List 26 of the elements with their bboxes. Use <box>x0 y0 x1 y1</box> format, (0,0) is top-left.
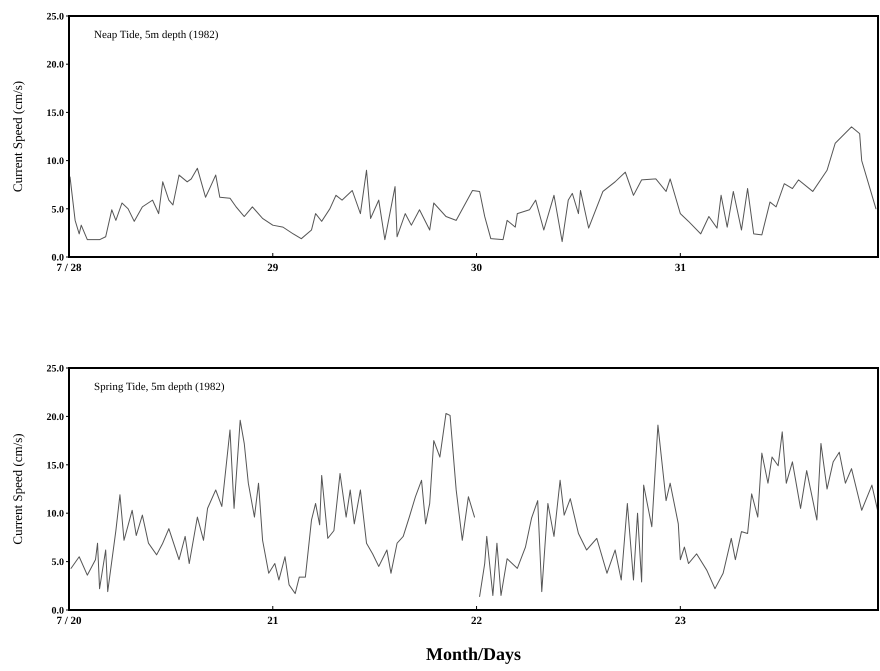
y-tick-label: 15.0 <box>46 108 64 119</box>
y-tick-label: 20.0 <box>46 412 64 423</box>
x-axis-title: Month/Days <box>426 644 522 664</box>
x-tick-label: 22 <box>471 615 483 627</box>
y-axis-title: Current Speed (cm/s) <box>10 433 25 545</box>
y-tick-label: 20.0 <box>46 60 64 71</box>
y-tick-label: 0.0 <box>52 606 64 616</box>
y-tick-label: 5.0 <box>52 204 64 216</box>
y-axis-title: Current Speed (cm/s) <box>10 80 25 192</box>
x-tick-label: 21 <box>267 615 278 627</box>
x-tick-label: 29 <box>267 262 279 274</box>
y-tick-label: 25.0 <box>46 12 64 22</box>
y-tick-label: 15.0 <box>46 460 64 472</box>
y-tick-label: 25.0 <box>46 364 64 374</box>
annotation: Neap Tide, 5m depth (1982) <box>94 29 219 41</box>
x-tick-label: 7 / 28 <box>56 262 82 274</box>
x-tick-label: 30 <box>471 262 483 274</box>
x-tick-label: 7 / 20 <box>56 615 82 627</box>
y-tick-label: 5.0 <box>52 557 64 568</box>
y-tick-label: 10.0 <box>46 156 64 168</box>
line-series <box>70 126 876 242</box>
y-tick-label: 0.0 <box>52 252 64 264</box>
annotation: Spring Tide, 5m depth (1982) <box>94 381 225 393</box>
x-tick-label: 31 <box>674 262 686 274</box>
x-tick-label: 23 <box>674 615 686 627</box>
y-tick-label: 10.0 <box>46 508 64 520</box>
